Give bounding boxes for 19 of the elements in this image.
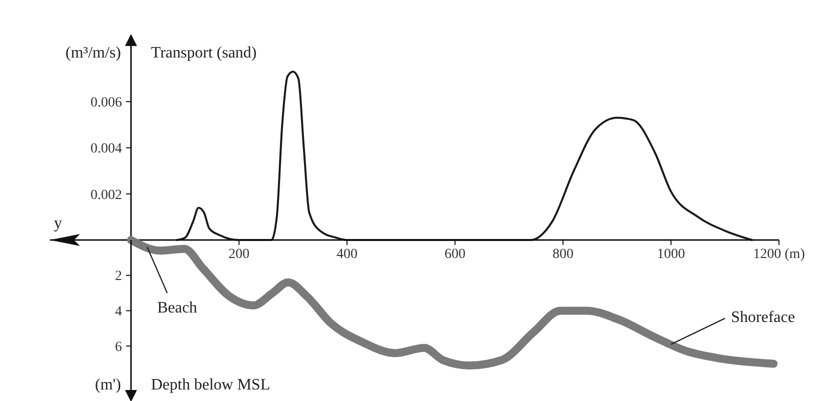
y-tick-label: 0.006 [90, 96, 122, 111]
x-tick-label: 1000 [657, 247, 685, 262]
y-tick-label: 4 [115, 304, 122, 320]
y-axis-title: (m') [95, 376, 121, 394]
y-tick-label: 0.004 [90, 142, 122, 157]
chart-title: Transport (sand) [151, 44, 257, 62]
annotation: Beach [157, 300, 198, 317]
x-axis-title: y [54, 215, 62, 232]
x-tick-label: 600 [444, 247, 466, 262]
annotation: Shoreface [731, 308, 795, 326]
y-axis-title: (m³/m/s) [66, 44, 121, 62]
x-tick-label: 1200 (m) [753, 247, 806, 262]
y-tick-label: 2 [115, 269, 122, 284]
x-tick-label: 400 [336, 247, 358, 262]
y-tick-label: 6 [115, 340, 122, 355]
x-tick-label: 200 [228, 247, 250, 262]
y-tick-label: 0.002 [90, 188, 122, 203]
x-tick-label: 800 [552, 247, 574, 262]
text: Depth below MSL [151, 376, 270, 394]
